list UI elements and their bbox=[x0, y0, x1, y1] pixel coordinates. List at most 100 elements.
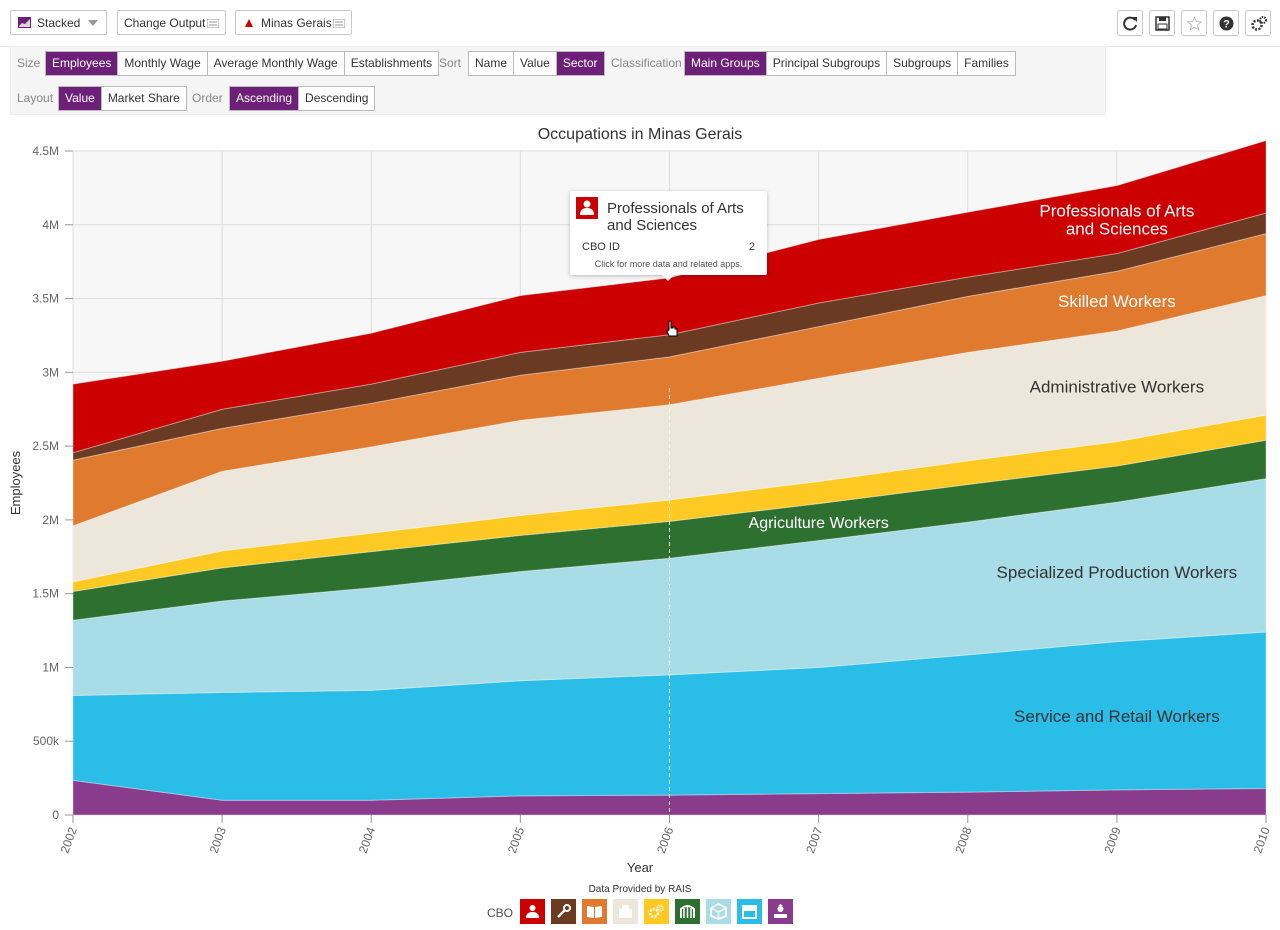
legend-military[interactable] bbox=[768, 899, 793, 924]
sort-option-sector[interactable]: Sector bbox=[556, 52, 604, 75]
x-tick-label: 2002 bbox=[58, 825, 80, 855]
legend-service-retail[interactable] bbox=[737, 899, 762, 924]
chevron-down-icon bbox=[88, 20, 98, 26]
save-icon bbox=[1155, 16, 1170, 31]
view-type-label: Stacked bbox=[37, 16, 81, 30]
y-tick-label: 4M bbox=[42, 218, 59, 232]
top-toolbar: Stacked Change Output Minas Gerais ? bbox=[0, 0, 1280, 47]
help-icon: ? bbox=[1219, 16, 1234, 31]
series-label: Skilled Workers bbox=[1058, 292, 1176, 311]
area-series-8[interactable] bbox=[72, 139, 1267, 454]
location-label: Minas Gerais bbox=[261, 16, 332, 30]
classification-option-families[interactable]: Families bbox=[964, 56, 1009, 70]
settings-icon bbox=[1251, 16, 1267, 31]
y-tick-label: 3.5M bbox=[32, 292, 59, 306]
layout-selector: Value Market Share bbox=[58, 86, 187, 111]
y-tick-label: 3M bbox=[42, 365, 59, 379]
classification-option-principal-subgroups[interactable]: Principal Subgroups bbox=[767, 52, 888, 75]
legend-agriculture[interactable] bbox=[675, 899, 700, 924]
stacked-area-chart: Occupations in Minas Gerais 0 500k 1M 1.5M 2… bbox=[0, 115, 1280, 895]
x-tick-label: 2006 bbox=[654, 825, 676, 855]
y-tick-label: 1M bbox=[42, 660, 59, 674]
stacked-chart-icon bbox=[18, 17, 31, 28]
sort-label: Sort bbox=[439, 56, 462, 70]
layout-label: Layout bbox=[17, 91, 54, 105]
series-label: Agriculture Workers bbox=[749, 515, 889, 532]
layout-option-value[interactable]: Value bbox=[59, 87, 102, 110]
y-tick-label: 2.5M bbox=[32, 439, 59, 453]
size-option-average-monthly-wage[interactable]: Average Monthly Wage bbox=[208, 52, 345, 75]
professionals-icon bbox=[576, 197, 598, 219]
legend-professionals[interactable] bbox=[520, 899, 545, 924]
legend-specialized-production[interactable] bbox=[706, 899, 731, 924]
sort-option-value[interactable]: Value bbox=[514, 52, 557, 75]
help-button[interactable]: ? bbox=[1213, 10, 1239, 36]
data-source-note: Data Provided by RAIS bbox=[588, 884, 692, 895]
view-type-dropdown[interactable]: Stacked bbox=[10, 10, 107, 35]
x-tick-label: 2007 bbox=[803, 825, 825, 855]
size-option-employees[interactable]: Employees bbox=[46, 52, 119, 75]
refresh-icon bbox=[1123, 16, 1137, 31]
chart-canvas: Occupations in Minas Gerais 0 500k 1M 1.5M 2… bbox=[8, 126, 1273, 875]
legend-skilled-workers[interactable] bbox=[582, 899, 607, 924]
tooltip-title: Professionals of Arts and Sciences bbox=[607, 200, 744, 234]
y-tick-label: 2M bbox=[42, 513, 59, 527]
tooltip-key: CBO ID bbox=[582, 241, 620, 253]
gears-icon bbox=[648, 904, 664, 919]
legend-production[interactable] bbox=[644, 899, 669, 924]
office-icon bbox=[619, 905, 632, 918]
professionals-icon bbox=[526, 905, 539, 918]
location-flag-icon bbox=[245, 19, 253, 27]
axis-layer: 0 500k 1M 1.5M 2M 2.5M 3M 3.5M 4M 4.5M 2002 2003 200… bbox=[32, 144, 1273, 855]
hover-tooltip: Professionals of Arts and Sciences CBO I… bbox=[570, 191, 767, 281]
x-tick-label: 2003 bbox=[207, 825, 229, 855]
book-icon bbox=[587, 906, 602, 918]
size-selector: Employees Monthly Wage Average Monthly W… bbox=[45, 51, 440, 76]
list-icon bbox=[333, 19, 345, 28]
y-tick-label: 1.5M bbox=[32, 587, 59, 601]
control-panel: Size Employees Monthly Wage Average Mont… bbox=[10, 46, 1106, 115]
save-button[interactable] bbox=[1149, 10, 1175, 36]
x-tick-label: 2009 bbox=[1101, 825, 1123, 855]
military-icon bbox=[774, 904, 787, 918]
series-label: Service and Retail Workers bbox=[1014, 707, 1220, 726]
change-output-button[interactable]: Change Output bbox=[117, 10, 226, 35]
tooltip-value: 2 bbox=[748, 241, 755, 253]
size-option-establishments[interactable]: Establishments bbox=[350, 56, 433, 70]
location-button[interactable]: Minas Gerais bbox=[235, 10, 352, 35]
x-tick-label: 2005 bbox=[505, 825, 527, 855]
size-label: Size bbox=[17, 56, 41, 70]
size-option-monthly-wage[interactable]: Monthly Wage bbox=[118, 52, 208, 75]
store-icon bbox=[742, 905, 757, 919]
agriculture-icon bbox=[680, 905, 695, 918]
layout-option-market-share[interactable]: Market Share bbox=[107, 91, 180, 105]
settings-button[interactable] bbox=[1245, 10, 1271, 36]
legend-administrative[interactable] bbox=[613, 899, 638, 924]
series-label: Specialized Production Workers bbox=[997, 563, 1238, 582]
classification-option-main-groups[interactable]: Main Groups bbox=[685, 52, 767, 75]
legend-label: CBO bbox=[487, 906, 514, 920]
y-tick-label: 4.5M bbox=[32, 144, 59, 158]
x-tick-label: 2004 bbox=[356, 825, 378, 855]
order-option-ascending[interactable]: Ascending bbox=[230, 87, 300, 110]
wrench-icon bbox=[557, 904, 571, 918]
classification-option-subgroups[interactable]: Subgroups bbox=[887, 52, 959, 75]
order-option-descending[interactable]: Descending bbox=[305, 91, 369, 105]
box-icon bbox=[710, 903, 727, 920]
tooltip-arrow bbox=[662, 275, 674, 281]
change-output-label: Change Output bbox=[124, 16, 206, 30]
legend-technicians[interactable] bbox=[551, 899, 576, 924]
sort-option-name[interactable]: Name bbox=[469, 52, 515, 75]
order-label: Order bbox=[192, 91, 223, 105]
refresh-button[interactable] bbox=[1117, 10, 1143, 36]
series-label: Professionals of Arts and Sciences bbox=[1039, 202, 1194, 239]
favorite-button[interactable] bbox=[1181, 10, 1207, 36]
list-icon bbox=[207, 19, 219, 28]
tooltip-footer-link[interactable]: Click for more data and related apps. bbox=[594, 259, 743, 269]
hand-cursor-icon bbox=[666, 320, 678, 337]
classification-selector: Main Groups Principal Subgroups Subgroup… bbox=[684, 51, 1016, 76]
series-label-layer: Service and Retail Workers Specialized Pr… bbox=[749, 202, 1238, 726]
order-selector: Ascending Descending bbox=[229, 86, 376, 111]
y-tick-label: 500k bbox=[33, 734, 60, 748]
series-label: Administrative Workers bbox=[1030, 377, 1204, 396]
